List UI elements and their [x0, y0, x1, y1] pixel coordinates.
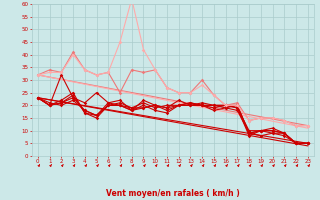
Text: Vent moyen/en rafales ( km/h ): Vent moyen/en rafales ( km/h ) [106, 189, 240, 198]
